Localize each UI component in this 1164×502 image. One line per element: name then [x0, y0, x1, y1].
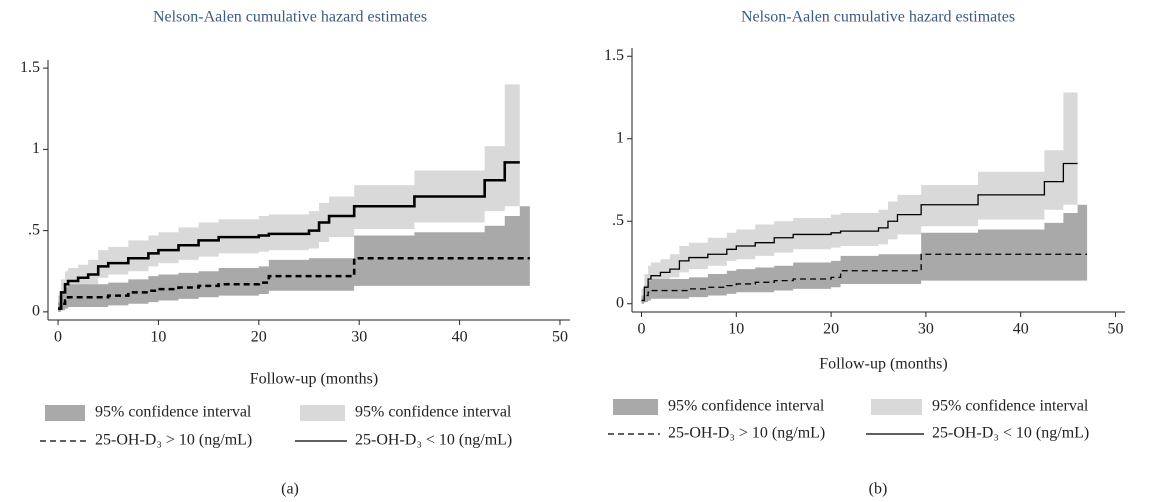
x-tick-label: 0	[637, 321, 645, 338]
x-tick-label: 30	[918, 321, 934, 338]
legend-label: 95% confidence interval	[668, 398, 825, 415]
legend-label: 95% confidence interval	[932, 398, 1089, 415]
confidence-band	[58, 206, 530, 312]
x-axis-label: Follow-up (months)	[819, 356, 947, 373]
x-tick-label: 50	[552, 329, 568, 346]
legend-swatch	[300, 405, 345, 421]
y-tick-label: 1	[32, 140, 40, 157]
x-tick-label: 30	[351, 329, 367, 346]
x-tick-label: 40	[1013, 321, 1029, 338]
legend-label: 95% confidence interval	[95, 404, 252, 421]
x-tick-label: 50	[1108, 321, 1124, 338]
legend-label: 95% confidence interval	[355, 404, 512, 421]
x-tick-label: 20	[823, 321, 839, 338]
hazard-line	[641, 253, 1088, 302]
x-tick-label: 10	[728, 321, 744, 338]
legend-label: 25-OH-D₃ < 10 (ng/mL)	[355, 432, 512, 449]
panel: Nelson-Aalen cumulative hazard estimates…	[604, 9, 1125, 498]
x-tick-label: 20	[251, 329, 267, 346]
panel: Nelson-Aalen cumulative hazard estimates…	[20, 9, 570, 498]
hazard-line	[641, 162, 1078, 302]
y-tick-label: .5	[28, 221, 40, 238]
legend-swatch	[613, 399, 658, 415]
legend-label: 25-OH-D₃ > 10 (ng/mL)	[95, 432, 252, 449]
hazard-line	[58, 161, 520, 310]
legend-label: 25-OH-D₃ > 10 (ng/mL)	[668, 425, 825, 442]
y-tick-label: 1.5	[604, 47, 624, 64]
caption: (a)	[281, 481, 299, 498]
confidence-band	[641, 92, 1078, 304]
chart-title: Nelson-Aalen cumulative hazard estimates	[741, 9, 1015, 26]
x-tick-label: 40	[452, 329, 468, 346]
legend-label: 25-OH-D₃ < 10 (ng/mL)	[932, 425, 1089, 442]
y-tick-label: 0	[32, 303, 40, 320]
legend-swatch	[45, 405, 85, 421]
confidence-band	[641, 204, 1088, 304]
y-tick-label: 0	[616, 294, 624, 311]
caption: (b)	[869, 481, 888, 498]
y-tick-label: .5	[612, 212, 624, 229]
y-tick-label: 1	[616, 129, 624, 146]
hazard-line	[58, 256, 530, 310]
x-tick-label: 0	[54, 329, 62, 346]
confidence-band	[58, 84, 520, 312]
chart-title: Nelson-Aalen cumulative hazard estimates	[153, 9, 427, 26]
x-tick-label: 10	[150, 329, 166, 346]
y-tick-label: 1.5	[20, 59, 40, 76]
x-axis-label: Follow-up (months)	[250, 371, 378, 388]
legend-swatch	[871, 399, 922, 415]
